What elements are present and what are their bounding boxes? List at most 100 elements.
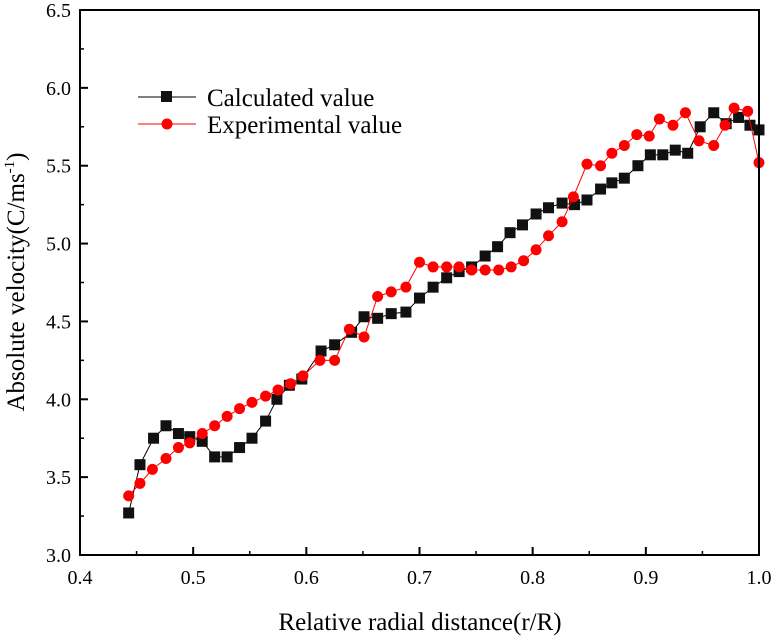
- y-tick-label: 4.5: [46, 311, 71, 333]
- data-point-square: [595, 183, 607, 195]
- data-point-circle: [556, 216, 568, 228]
- y-tick-label: 6.5: [46, 0, 71, 22]
- data-point-square: [694, 121, 706, 133]
- data-point-square: [479, 250, 491, 262]
- data-point-square: [315, 345, 327, 357]
- data-point-square: [148, 432, 160, 444]
- data-point-circle: [427, 261, 439, 273]
- data-point-circle: [693, 135, 705, 147]
- data-point-circle: [581, 158, 593, 170]
- data-point-circle: [209, 420, 221, 432]
- series-calculated: [123, 107, 765, 519]
- data-point-square: [669, 144, 681, 156]
- data-point-circle: [493, 264, 505, 276]
- data-point-circle: [172, 442, 184, 454]
- legend-label-experimental: Experimental value: [207, 112, 402, 139]
- data-point-square: [733, 111, 745, 123]
- data-point-circle: [606, 147, 618, 159]
- data-point-circle: [272, 384, 284, 396]
- data-point-circle: [643, 130, 655, 142]
- data-point-square: [744, 119, 756, 131]
- data-point-square: [427, 281, 439, 293]
- data-point-square: [581, 194, 593, 206]
- data-point-square: [569, 199, 581, 211]
- x-axis-label: Relative radial distance(r/R): [278, 609, 561, 636]
- data-point-circle: [679, 107, 691, 119]
- data-point-circle: [160, 452, 172, 464]
- data-point-circle: [358, 331, 370, 343]
- data-point-square: [260, 415, 272, 427]
- data-point-square: [543, 202, 555, 214]
- y-tick-label: 6.0: [46, 78, 71, 100]
- data-point-square: [160, 420, 172, 432]
- data-point-square: [414, 292, 425, 304]
- data-point-circle: [414, 256, 425, 268]
- data-point-circle: [518, 255, 530, 267]
- data-point-square: [400, 306, 412, 318]
- legend-marker-calculated: [161, 91, 172, 102]
- y-axis-label: Absolute velocity(C/ms-1): [2, 153, 30, 412]
- y-tick-label: 4.0: [46, 389, 71, 411]
- data-point-circle: [708, 139, 720, 151]
- data-point-square: [632, 160, 644, 172]
- data-point-square: [530, 208, 542, 220]
- data-point-square: [123, 507, 135, 519]
- data-point-square: [271, 393, 283, 405]
- legend-label-calculated: Calculated value: [207, 85, 374, 112]
- data-point-circle: [543, 230, 555, 242]
- data-point-circle: [728, 102, 740, 114]
- data-point-square: [556, 197, 568, 209]
- data-point-circle: [466, 264, 478, 276]
- data-point-square: [196, 435, 208, 447]
- data-point-circle: [297, 370, 309, 382]
- data-point-circle: [653, 113, 665, 125]
- y-tick-label: 3.0: [46, 545, 71, 567]
- data-point-square: [385, 308, 397, 320]
- data-point-circle: [505, 261, 517, 273]
- data-point-square: [221, 451, 233, 463]
- data-point-square: [246, 432, 258, 444]
- x-tick-label: 0.8: [520, 567, 545, 589]
- data-point-circle: [221, 410, 233, 422]
- data-point-circle: [343, 323, 355, 335]
- data-point-square: [209, 451, 221, 463]
- data-point-circle: [146, 463, 158, 475]
- data-point-square: [516, 219, 528, 231]
- data-point-circle: [453, 261, 465, 273]
- legend: Calculated value Experimental value: [138, 85, 402, 139]
- data-point-square: [657, 149, 669, 161]
- data-point-circle: [246, 396, 258, 408]
- x-tick-label: 1.0: [747, 567, 772, 589]
- x-tick-label: 0.4: [68, 567, 93, 589]
- x-tick-label: 0.7: [407, 567, 432, 589]
- y-tick-label: 3.5: [46, 467, 71, 489]
- series-layer: [123, 102, 765, 519]
- ticks-layer: 0.4 0.5 0.6 0.7 0.8 0.9 1.0 3.0 3.5 4.0 4.5 5.0 5.5 6…: [46, 0, 772, 589]
- data-point-circle: [329, 354, 341, 366]
- y-axis-label-main: Absolute velocity(C/ms: [3, 173, 30, 411]
- data-point-circle: [196, 428, 208, 440]
- data-point-circle: [479, 264, 491, 276]
- data-point-circle: [719, 119, 731, 131]
- data-point-square: [234, 442, 246, 454]
- series-experimental: [123, 102, 765, 502]
- legend-marker-experimental: [161, 118, 173, 130]
- y-axis-label-end: ): [3, 153, 30, 161]
- data-point-square: [708, 107, 720, 119]
- data-point-square: [134, 459, 146, 471]
- data-point-circle: [742, 105, 754, 117]
- data-point-square: [682, 147, 694, 159]
- data-point-circle: [441, 261, 453, 273]
- data-point-square: [172, 428, 184, 440]
- data-point-circle: [567, 191, 579, 203]
- data-point-square: [329, 339, 341, 351]
- data-point-circle: [530, 244, 542, 256]
- data-point-circle: [667, 119, 679, 131]
- data-point-square: [492, 241, 504, 253]
- data-point-circle: [123, 490, 135, 502]
- data-point-circle: [134, 477, 146, 489]
- data-point-circle: [260, 390, 272, 402]
- data-point-square: [606, 177, 618, 189]
- data-point-square: [372, 312, 384, 324]
